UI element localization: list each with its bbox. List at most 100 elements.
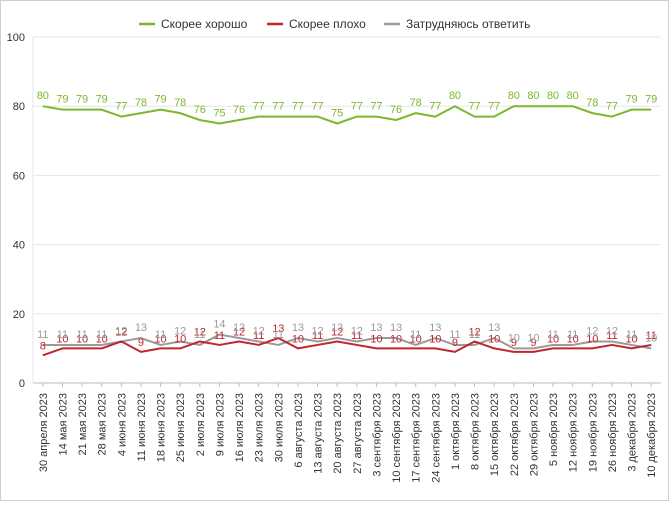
- legend-item-0[interactable]: Скорее хорошо: [139, 17, 248, 31]
- x-tick-label: 25 июня 2023: [175, 393, 187, 462]
- data-label: 12: [606, 325, 618, 337]
- data-label: 13: [272, 323, 284, 335]
- x-tick-label: 16 июля 2023: [234, 393, 246, 462]
- data-label: 11: [547, 329, 558, 341]
- data-label: 9: [452, 337, 458, 349]
- data-label: 10: [488, 333, 500, 345]
- data-label: 77: [429, 101, 441, 113]
- y-tick-label: 40: [13, 240, 25, 252]
- data-label: 10: [96, 333, 108, 345]
- x-tick-label: 24 сентября 2023: [430, 393, 442, 483]
- y-tick-label: 0: [19, 378, 25, 390]
- data-label: 10: [292, 333, 304, 345]
- data-label: 10: [567, 333, 579, 345]
- x-tick-label: 4 июня 2023: [116, 393, 128, 456]
- data-label: 10: [174, 333, 186, 345]
- data-label: 12: [468, 326, 480, 338]
- x-tick-label: 27 августа 2023: [352, 393, 364, 474]
- y-tick-label: 80: [13, 101, 25, 113]
- data-label: 9: [511, 337, 517, 349]
- x-tick-label: 26 ноября 2023: [607, 393, 619, 472]
- data-label: 11: [194, 329, 205, 341]
- data-label: 12: [194, 326, 206, 338]
- data-label: 79: [96, 94, 108, 106]
- data-label: 11: [645, 330, 656, 342]
- x-tick-label: 18 июня 2023: [156, 393, 168, 462]
- legend-item-1[interactable]: Скорее плохо: [267, 17, 366, 31]
- data-label: 80: [508, 90, 520, 102]
- data-label: 12: [174, 325, 186, 337]
- data-label: 10: [56, 333, 68, 345]
- x-tick-label: 22 октября 2023: [509, 393, 521, 476]
- data-label: 11: [96, 329, 107, 341]
- x-tick-label: 2 июля 2023: [195, 393, 207, 456]
- data-label: 77: [488, 101, 500, 113]
- data-label: 8: [40, 340, 46, 352]
- data-label: 10: [586, 333, 598, 345]
- data-label: 11: [567, 329, 578, 341]
- data-label: 11: [351, 330, 362, 342]
- series-line-0: [42, 105, 652, 125]
- data-labels-layer: 80 79 79 79 77 78 79 78 76 75 76 77 77 77 77 75 77 77 76 78…: [37, 90, 658, 352]
- y-tick-label: 60: [13, 170, 25, 182]
- x-tick-label: 13 августа 2023: [313, 393, 325, 474]
- data-label: 77: [370, 101, 382, 113]
- y-tick-label: 20: [13, 309, 25, 321]
- data-label: 11: [469, 329, 480, 341]
- legend-label: Скорее хорошо: [161, 17, 248, 31]
- data-label: 11: [57, 329, 68, 341]
- data-label: 12: [311, 325, 323, 337]
- x-tick-label: 28 мая 2023: [97, 393, 109, 455]
- data-label: 80: [37, 90, 49, 102]
- data-label: 80: [527, 90, 539, 102]
- data-label: 10: [645, 332, 657, 344]
- x-tick-label: 5 ноября 2023: [548, 393, 560, 466]
- series-layer: [42, 105, 652, 357]
- data-label: 11: [626, 329, 637, 341]
- data-label: 79: [56, 94, 68, 106]
- series-line-1: [42, 337, 652, 357]
- data-label: 11: [606, 330, 617, 342]
- data-label: 11: [312, 330, 323, 342]
- data-label: 10: [76, 333, 88, 345]
- data-label: 78: [586, 97, 598, 109]
- data-label: 78: [174, 97, 186, 109]
- x-tick-label: 30 апреля 2023: [38, 393, 50, 472]
- data-label: 12: [586, 325, 598, 337]
- data-label: 13: [390, 322, 402, 334]
- data-label: 77: [311, 101, 323, 113]
- data-label: 11: [76, 329, 87, 341]
- data-label: 10: [410, 333, 422, 345]
- data-label: 10: [547, 333, 559, 345]
- data-label: 77: [468, 101, 480, 113]
- data-label: 10: [508, 332, 520, 344]
- x-tick-label: 17 сентября 2023: [411, 393, 423, 483]
- x-tick-label: 1 октября 2023: [450, 393, 462, 470]
- data-label: 12: [253, 325, 265, 337]
- data-label: 11: [37, 329, 48, 341]
- data-label: 13: [331, 322, 343, 334]
- x-tick-label: 21 мая 2023: [77, 393, 89, 455]
- legend: Скорее хорошо Скорее плохо Затрудняюсь отв…: [139, 17, 530, 31]
- data-label: 75: [331, 108, 343, 120]
- x-tick-label: 15 октября 2023: [489, 393, 501, 476]
- data-label: 78: [135, 97, 147, 109]
- data-label: 12: [351, 325, 363, 337]
- x-tick-label: 3 сентября 2023: [371, 393, 383, 477]
- data-label: 77: [253, 101, 265, 113]
- data-label: 14: [213, 319, 225, 331]
- data-label: 11: [273, 329, 284, 341]
- data-label: 11: [410, 329, 421, 341]
- legend-item-2[interactable]: Затрудняюсь ответить: [384, 17, 530, 31]
- data-label: 13: [429, 322, 441, 334]
- series-line-2: [42, 333, 652, 350]
- data-label: 12: [233, 326, 245, 338]
- data-label: 13: [135, 322, 147, 334]
- grid: [32, 36, 661, 384]
- data-label: 79: [645, 94, 657, 106]
- data-label: 12: [115, 326, 127, 338]
- data-label: 77: [351, 101, 363, 113]
- data-label: 80: [547, 90, 559, 102]
- data-label: 13: [370, 322, 382, 334]
